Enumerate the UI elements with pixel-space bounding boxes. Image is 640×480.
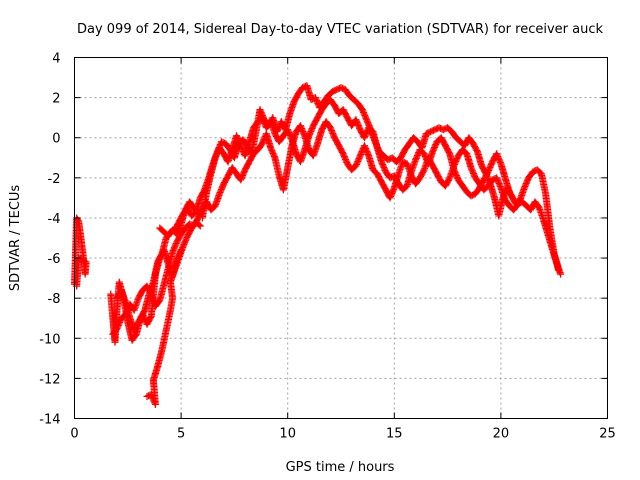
x-tick-label: 5 xyxy=(177,427,185,442)
y-tick-label: 2 xyxy=(52,92,60,107)
series-track-a xyxy=(71,214,90,290)
y-tick-label: 0 xyxy=(52,132,60,147)
x-tick-label: 20 xyxy=(493,427,510,442)
series-track-e xyxy=(113,246,185,334)
y-tick-label: -6 xyxy=(48,252,61,267)
y-tick-label: -8 xyxy=(48,292,61,307)
data-point-fill xyxy=(270,152,278,160)
data-point-fill xyxy=(193,209,201,217)
y-axis-label: SDTVAR / TECUs xyxy=(8,185,23,292)
y-tick-label: -4 xyxy=(48,212,61,227)
y-tick-label: -2 xyxy=(48,172,61,187)
chart-title: Day 099 of 2014, Sidereal Day-to-day VTE… xyxy=(77,22,603,37)
x-tick-label: 15 xyxy=(386,427,403,442)
data-point xyxy=(194,210,202,218)
data-point-fill xyxy=(496,182,504,190)
data-point xyxy=(510,196,518,204)
data-point xyxy=(557,270,565,278)
data-point-fill xyxy=(176,247,184,255)
axis-ticks: 0 5 10 15 20 25 -14 -12 -10 -8 -6 -4 -2 0 2 4 xyxy=(39,52,616,442)
y-tick-label: 4 xyxy=(52,52,60,67)
x-tick-label: 0 xyxy=(70,427,78,442)
series-track-g xyxy=(156,198,202,240)
y-tick-label: -12 xyxy=(39,372,60,387)
data-point xyxy=(554,266,562,274)
data-points xyxy=(71,82,565,408)
y-tick-label: -10 xyxy=(39,332,60,347)
x-axis-label: GPS time / hours xyxy=(286,460,395,475)
x-tick-label: 10 xyxy=(279,427,296,442)
plot-frame xyxy=(74,57,608,419)
x-tick-label: 25 xyxy=(599,427,616,442)
data-point-fill xyxy=(509,195,517,203)
y-tick-label: -14 xyxy=(39,413,60,428)
data-point xyxy=(177,246,185,254)
grid-lines xyxy=(74,57,608,419)
data-point xyxy=(196,222,204,230)
data-point-fill xyxy=(195,221,203,229)
series-track-b xyxy=(107,82,565,346)
series-track-f xyxy=(198,96,518,222)
